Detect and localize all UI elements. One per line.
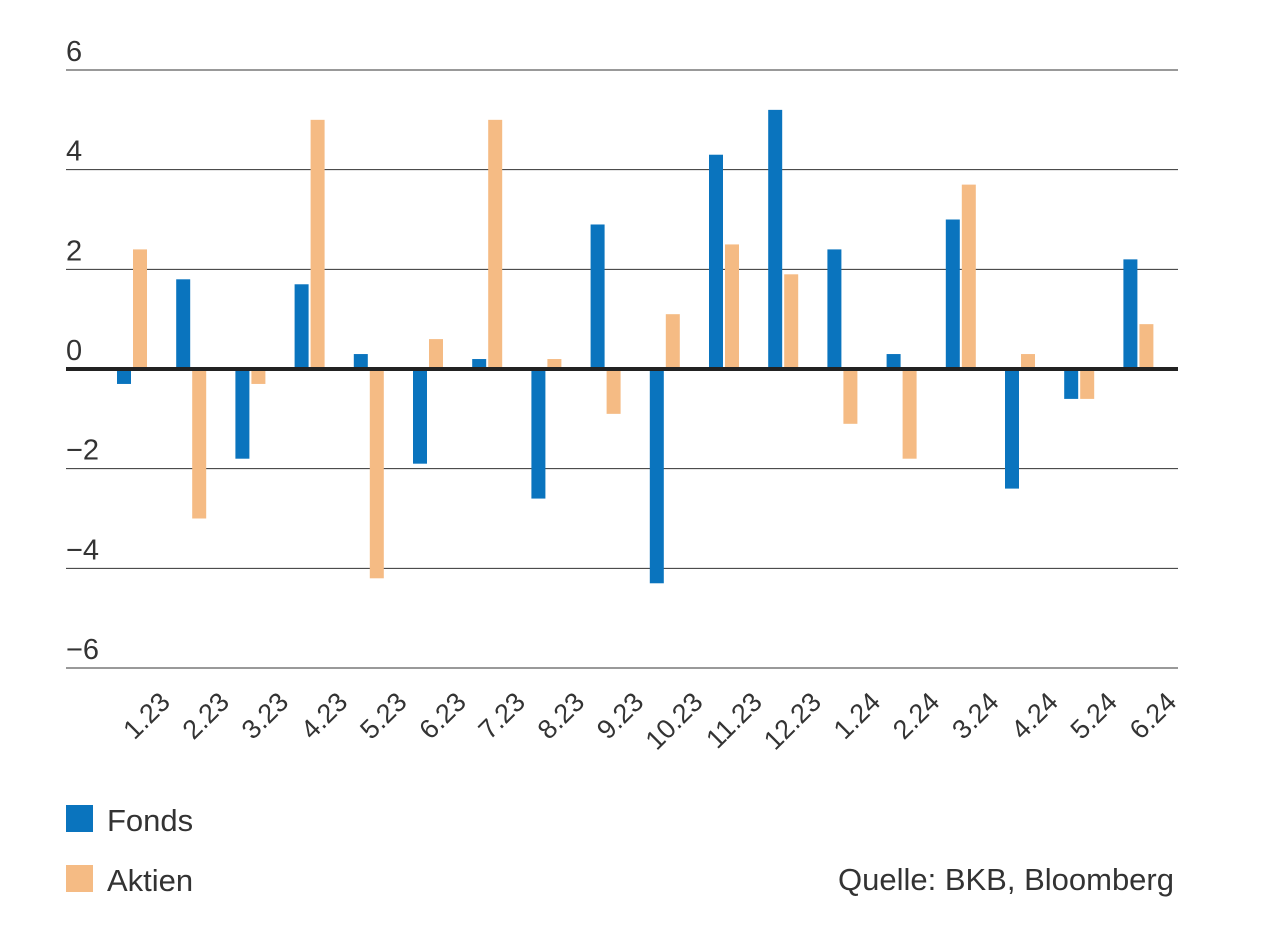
legend: Fonds Aktien [66,803,193,898]
bar-aktien [310,119,325,369]
bar-fonds [176,279,191,369]
x-tick-label: 3.23 [236,687,294,745]
bar-fonds [886,354,901,369]
x-tick-label: 6.24 [1124,687,1182,745]
bar-fonds [945,219,960,369]
gridlines [66,69,1178,669]
y-tick-label: 0 [66,335,82,367]
bar-aktien [606,369,621,414]
x-tick-label: 11.23 [700,687,768,755]
y-tick-label: −2 [66,435,99,467]
legend-swatch [66,865,93,892]
bar-aktien [665,314,680,369]
x-tick-label: 3.24 [946,687,1004,745]
bar-aktien [1139,324,1154,369]
bar-fonds [472,359,487,369]
bar-fonds [1123,259,1138,369]
y-tick-label: 4 [66,136,82,168]
y-tick-label: −4 [66,534,99,566]
bar-fonds [709,154,723,369]
bar-aktien [488,119,503,369]
x-tick-label: 5.24 [1065,687,1123,745]
y-tick-label: 6 [66,36,82,68]
bar-aktien [1021,354,1035,369]
bar-fonds [649,369,664,584]
x-tick-label: 2.24 [887,687,945,745]
x-tick-label: 10.23 [640,687,709,756]
bars [117,109,1154,584]
bar-fonds [353,354,368,369]
bar-aktien [547,359,562,369]
bar-aktien [251,369,266,384]
bar-fonds [827,249,842,369]
x-tick-label: 8.23 [532,687,590,745]
bar-aktien [961,184,976,369]
bar-aktien [1080,369,1095,399]
bar-fonds [117,369,131,384]
bar-aktien [133,249,147,369]
x-tick-label: 6.23 [413,687,471,745]
bar-aktien [784,274,799,369]
x-axis-tick-labels: 1.23 2.23 3.23 4.23 5.23 6.23 7.23 8.23 9.2310.2… [117,687,1182,756]
y-tick-label: −6 [66,634,99,666]
bar-fonds [1064,369,1079,399]
bar-aktien [369,369,384,579]
bar-fonds [590,224,605,369]
y-tick-label: 2 [66,235,82,267]
bar-aktien [725,244,739,369]
legend-label: Aktien [107,863,193,898]
legend-item: Fonds [66,803,193,838]
x-tick-label: 4.23 [295,687,353,745]
legend-item: Aktien [66,863,193,898]
bar-fonds [413,369,427,464]
bar-fonds [1005,369,1019,489]
bar-fonds [768,109,783,369]
x-tick-label: 1.24 [828,687,886,745]
bar-aktien [429,339,443,369]
x-tick-label: 5.23 [354,687,412,745]
y-axis-tick-labels: 6 4 2 0 −2 −4 −6 [66,36,99,666]
bar-aktien [192,369,207,519]
bar-fonds [531,369,546,499]
bar-aktien [843,369,858,424]
legend-label: Fonds [107,803,193,838]
source-note: Quelle: BKB, Bloomberg [837,862,1174,897]
x-tick-label: 12.23 [758,687,827,756]
x-tick-label: 2.23 [177,687,235,745]
x-tick-label: 1.23 [117,687,175,745]
bar-fonds [294,284,309,369]
bar-aktien [902,369,917,459]
bar-fonds [235,369,250,459]
legend-swatch [66,805,93,832]
x-tick-label: 4.24 [1005,687,1063,745]
x-tick-label: 7.23 [473,687,531,745]
